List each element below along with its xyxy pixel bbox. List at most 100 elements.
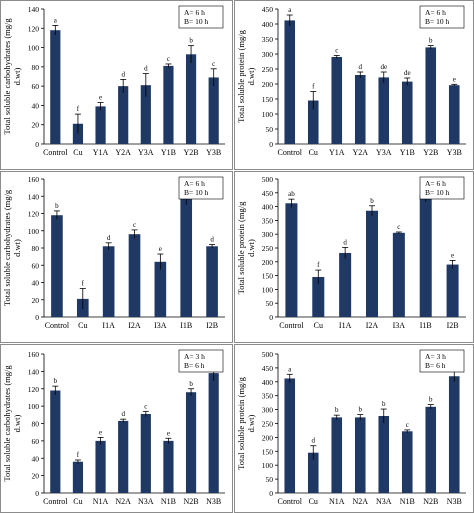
y-tick-label: 350 <box>262 35 274 44</box>
legend-entry: A= 3 h <box>184 352 205 361</box>
panel-border <box>0 171 233 343</box>
x-tick-label: N2A <box>115 497 131 506</box>
bar-I3A <box>154 261 167 317</box>
x-tick-label: I1A <box>339 321 352 330</box>
significance-letter: d <box>359 63 363 71</box>
y-tick-label: 300 <box>262 50 274 59</box>
bar-N2A <box>354 417 366 493</box>
significance-letter: f <box>77 451 80 459</box>
bar-I1A <box>102 246 115 317</box>
significance-letter: c <box>335 47 338 55</box>
y-tick-label: 140 <box>28 367 40 376</box>
y-tick-label: 40 <box>32 101 40 110</box>
y-axis-label: Total soluble carbohydrates (mg/gd.wt) <box>2 189 22 306</box>
x-tick-label: Cu <box>314 321 323 330</box>
bar-I2B <box>206 246 218 317</box>
significance-letter: b <box>370 197 374 205</box>
y-tick-label: 150 <box>262 447 274 456</box>
y-tick-label: 120 <box>28 24 40 33</box>
x-tick-label: Cu <box>309 148 318 157</box>
y-tick-label: 80 <box>32 63 40 72</box>
x-tick-label: Y2B <box>423 148 438 157</box>
bar-N2A <box>118 420 129 493</box>
legend-box <box>178 349 224 373</box>
significance-letter: c <box>397 223 400 231</box>
y-tick-label: 60 <box>32 82 40 91</box>
bar-N3A <box>140 413 151 493</box>
y-axis-label: Total soluble carbohydrates (mg/gd.wt) <box>2 365 22 482</box>
bar-Cu <box>307 452 319 493</box>
x-tick-label: Y1B <box>400 148 415 157</box>
y-tick-label: 300 <box>262 406 274 415</box>
x-tick-label: Y2B <box>184 148 199 157</box>
y-tick-label: 0 <box>35 313 39 322</box>
y-tick-label: 0 <box>269 140 273 149</box>
legend-box <box>419 5 465 29</box>
y-tick-label: 500 <box>262 175 274 184</box>
bar-Cu <box>72 461 84 493</box>
x-tick-label: Control <box>278 148 303 157</box>
significance-letter: d <box>121 410 125 418</box>
y-tick-label: 400 <box>262 203 274 212</box>
x-tick-label: Y3A <box>138 148 154 157</box>
bar-N1B <box>163 440 174 493</box>
x-tick-label: Cu <box>73 497 82 506</box>
y-axis-label: Total soluble protein (mg/gd.wt) <box>236 29 256 122</box>
significance-letter: c <box>167 55 170 63</box>
x-tick-label: N1A <box>93 497 109 506</box>
chart-panel-1: 0 20 40 60 80 100 120 140 Total soluble carbohyd… <box>0 0 233 170</box>
significance-letter: e <box>453 75 456 83</box>
legend-entry: B= 6 h <box>425 361 446 370</box>
significance-letter: d <box>312 437 316 445</box>
y-tick-label: 0 <box>35 489 39 498</box>
x-tick-label: I2B <box>447 321 459 330</box>
legend-box <box>178 5 224 29</box>
y-tick-label: 20 <box>32 121 40 130</box>
y-tick-label: 400 <box>262 378 274 387</box>
y-tick-label: 100 <box>262 461 274 470</box>
significance-letter: b <box>359 406 363 414</box>
x-tick-label: N3B <box>206 497 221 506</box>
y-tick-label: 100 <box>262 285 274 294</box>
y-tick-label: 400 <box>262 20 274 29</box>
bar-Control <box>50 30 61 144</box>
x-tick-label: N1B <box>161 497 176 506</box>
significance-letter: c <box>406 421 409 429</box>
significance-letter: d <box>107 234 111 242</box>
bar-I2A <box>128 234 141 317</box>
x-tick-label: Control <box>278 497 303 506</box>
significance-letter: e <box>99 428 102 436</box>
x-tick-label: Y3A <box>376 148 392 157</box>
significance-letter: f <box>82 280 85 288</box>
y-tick-label: 250 <box>262 65 274 74</box>
x-tick-label: N3B <box>447 497 462 506</box>
significance-letter: a <box>54 16 58 24</box>
significance-letter: b <box>335 406 339 414</box>
y-tick-label: 160 <box>28 175 40 184</box>
y-tick-label: 80 <box>32 420 40 429</box>
x-tick-label: I1B <box>180 321 192 330</box>
y-tick-label: 250 <box>262 244 274 253</box>
y-tick-label: 250 <box>262 420 274 429</box>
x-tick-label: N3A <box>138 497 154 506</box>
significance-letter: d <box>210 236 214 244</box>
significance-letter: e <box>159 245 162 253</box>
significance-letter: c <box>133 221 136 229</box>
y-tick-label: 0 <box>35 140 39 149</box>
y-tick-label: 80 <box>32 244 40 253</box>
x-tick-label: Control <box>279 321 304 330</box>
bar-I1B <box>419 194 432 317</box>
chart-panel-2: 0 50 100 150 200 250 300 350 400 450 Total soluble… <box>234 0 474 170</box>
bar-Cu <box>72 123 84 144</box>
significance-letter: b <box>189 37 193 45</box>
y-tick-label: 150 <box>262 272 274 281</box>
significance-letter: b <box>429 37 433 45</box>
y-tick-label: 60 <box>32 261 40 270</box>
y-tick-label: 100 <box>28 44 40 53</box>
legend-entry: B= 6 h <box>184 361 205 370</box>
x-tick-label: I3A <box>393 321 406 330</box>
significance-letter: d <box>121 70 125 78</box>
bar-Control <box>284 20 296 144</box>
bar-Y2B <box>425 47 437 144</box>
legend-entry: A= 6 h <box>425 179 446 188</box>
